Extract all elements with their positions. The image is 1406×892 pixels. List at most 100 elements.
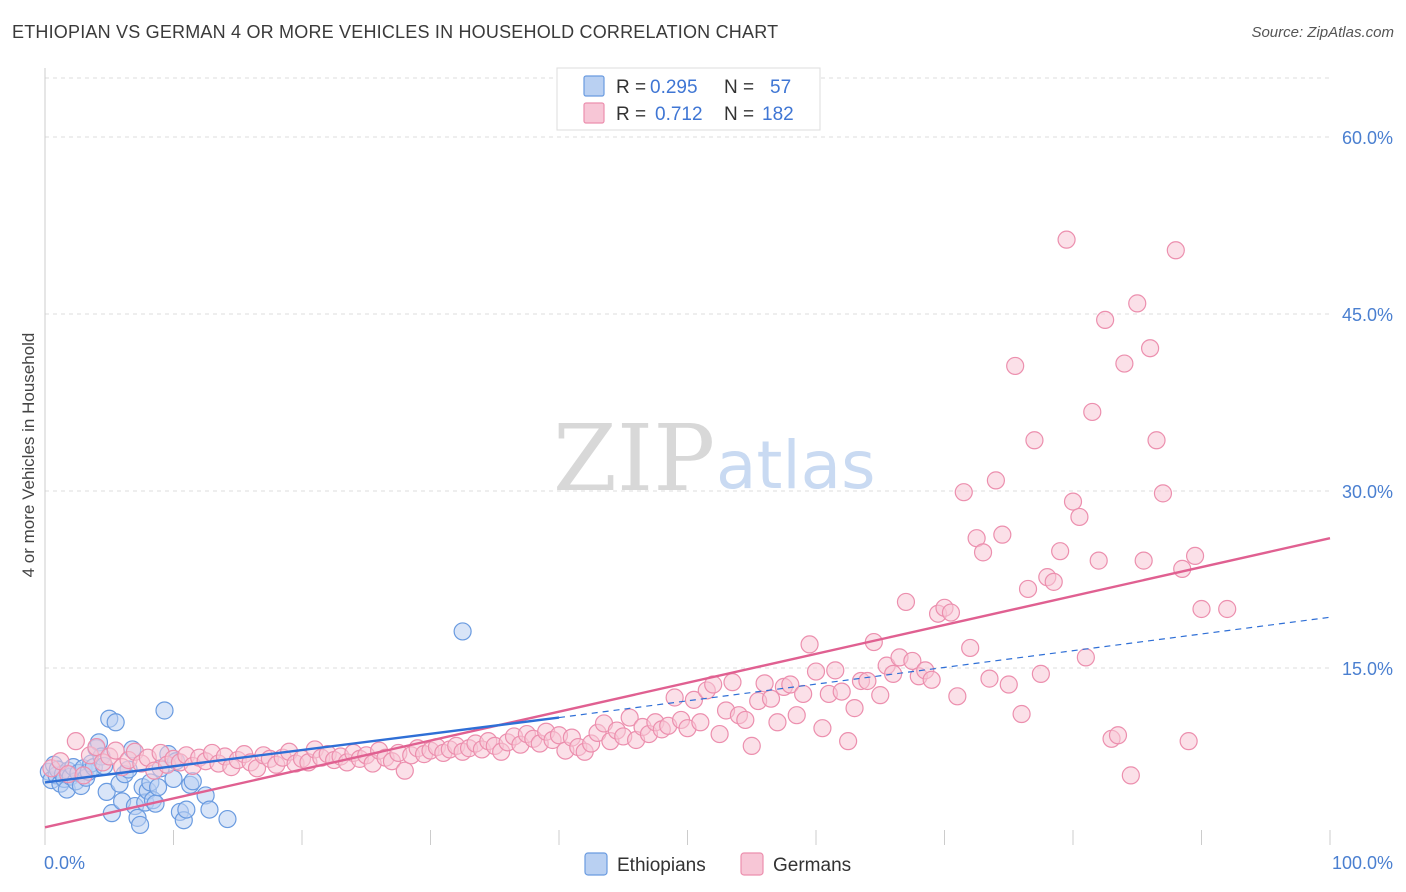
data-point-germans xyxy=(941,603,961,622)
data-point-germans xyxy=(736,710,755,730)
data-point-germans xyxy=(1063,492,1083,511)
data-point-germans xyxy=(961,638,980,658)
data-point-germans xyxy=(1179,732,1198,751)
y-tick-label: 45.0% xyxy=(1342,305,1393,325)
legend-r-label: R = xyxy=(616,104,646,125)
data-point-ethiopians xyxy=(200,800,219,819)
watermark-atlas: atlas xyxy=(716,427,876,504)
data-point-germans xyxy=(1006,356,1025,376)
data-point-germans xyxy=(1051,542,1070,561)
chart-title: ETHIOPIAN VS GERMAN 4 OR MORE VEHICLES I… xyxy=(12,22,779,42)
series-ethiopians xyxy=(39,622,472,835)
legend-n-label: N = xyxy=(724,104,754,125)
data-point-germans xyxy=(723,673,742,692)
data-point-germans xyxy=(1147,431,1166,450)
data-point-germans xyxy=(1018,579,1038,599)
data-point-germans xyxy=(883,664,903,684)
data-point-germans xyxy=(74,766,93,785)
data-point-germans xyxy=(1192,599,1211,619)
data-point-germans xyxy=(1076,648,1095,667)
watermark: ZIP atlas xyxy=(553,405,876,512)
data-point-germans xyxy=(839,732,858,751)
y-tick-label: 30.0% xyxy=(1342,482,1393,502)
data-point-germans xyxy=(1025,431,1044,450)
data-point-germans xyxy=(665,688,684,707)
bottom-legend-swatch-ethiopians xyxy=(584,852,608,876)
trend-line-ethiopians-projected xyxy=(558,616,1331,719)
data-point-germans xyxy=(1115,354,1134,373)
data-point-germans xyxy=(87,737,106,757)
y-axis-label: 4 or more Vehicles in Household xyxy=(19,333,38,578)
data-point-germans xyxy=(787,706,806,725)
data-point-germans xyxy=(710,724,729,744)
data-point-germans xyxy=(858,671,877,691)
data-point-germans xyxy=(691,713,710,732)
data-point-germans xyxy=(954,483,973,502)
data-point-ethiopians xyxy=(97,782,116,802)
source-label: Source: ZipAtlas.com xyxy=(1251,24,1394,41)
data-point-germans xyxy=(1140,339,1160,358)
data-point-germans xyxy=(948,687,967,706)
legend-r-label: R = xyxy=(616,77,646,98)
data-point-germans xyxy=(1108,726,1128,745)
data-point-ethiopians xyxy=(453,622,472,641)
data-point-germans xyxy=(620,708,639,727)
data-point-germans xyxy=(1044,572,1063,591)
data-point-ethiopians xyxy=(218,809,237,829)
bottom-legend-swatch-germans xyxy=(740,852,764,876)
data-point-germans xyxy=(813,719,832,738)
watermark-zip: ZIP xyxy=(553,405,715,512)
x-tick-label: 0.0% xyxy=(44,853,85,873)
legend-r-value: 0.295 xyxy=(650,77,698,98)
data-point-germans xyxy=(1121,766,1140,785)
data-point-germans xyxy=(903,651,922,671)
data-point-ethiopians xyxy=(130,815,150,835)
data-point-ethiopians xyxy=(183,772,202,791)
data-point-germans xyxy=(800,635,819,654)
data-point-ethiopians xyxy=(155,701,174,720)
trend-line-ethiopians xyxy=(44,716,560,784)
data-point-germans xyxy=(106,741,125,760)
data-point-ethiopians xyxy=(177,800,196,819)
data-point-germans xyxy=(781,675,800,694)
data-point-germans xyxy=(922,670,941,689)
legend-r-value: 0.712 xyxy=(655,104,703,125)
data-point-ethiopians xyxy=(148,778,168,797)
data-point-germans xyxy=(1070,507,1089,527)
legend-n-value: 182 xyxy=(762,104,794,125)
data-point-germans xyxy=(896,592,916,612)
data-point-germans xyxy=(1153,484,1173,503)
trend-line-germans xyxy=(44,537,1331,829)
data-point-germans xyxy=(794,684,813,704)
data-point-germans xyxy=(1057,230,1076,249)
data-point-germans xyxy=(1128,294,1147,313)
data-point-germans xyxy=(66,732,85,751)
data-point-germans xyxy=(973,543,993,562)
data-point-germans xyxy=(1096,310,1115,329)
data-point-germans xyxy=(768,713,787,732)
grid-lines xyxy=(45,77,1330,669)
data-point-germans xyxy=(1166,241,1185,260)
data-point-germans xyxy=(845,699,864,718)
data-point-germans xyxy=(1185,546,1205,566)
y-tick-label: 60.0% xyxy=(1342,128,1393,148)
legend-swatch-germans xyxy=(583,102,605,124)
axes: 15.0% 30.0% 45.0% 60.0% 0.0% 100.0% xyxy=(44,68,1393,873)
bottom-legend-label-germans: Germans xyxy=(773,855,851,876)
bottom-legend: Ethiopians Germans xyxy=(584,852,851,876)
data-point-germans xyxy=(826,661,845,680)
data-point-germans xyxy=(755,674,774,693)
data-point-germans xyxy=(395,761,414,780)
data-point-germans xyxy=(806,662,826,681)
y-tick-label: 15.0% xyxy=(1342,659,1393,679)
legend-n-value: 57 xyxy=(770,77,791,98)
data-point-germans xyxy=(1134,551,1153,570)
data-point-germans xyxy=(1083,402,1102,422)
bottom-legend-label-ethiopians: Ethiopians xyxy=(617,855,706,876)
data-point-germans xyxy=(1031,664,1050,684)
data-point-ethiopians xyxy=(106,713,125,732)
legend-swatch-ethiopians xyxy=(583,75,605,97)
data-point-germans xyxy=(999,675,1018,694)
data-point-germans xyxy=(980,669,999,688)
